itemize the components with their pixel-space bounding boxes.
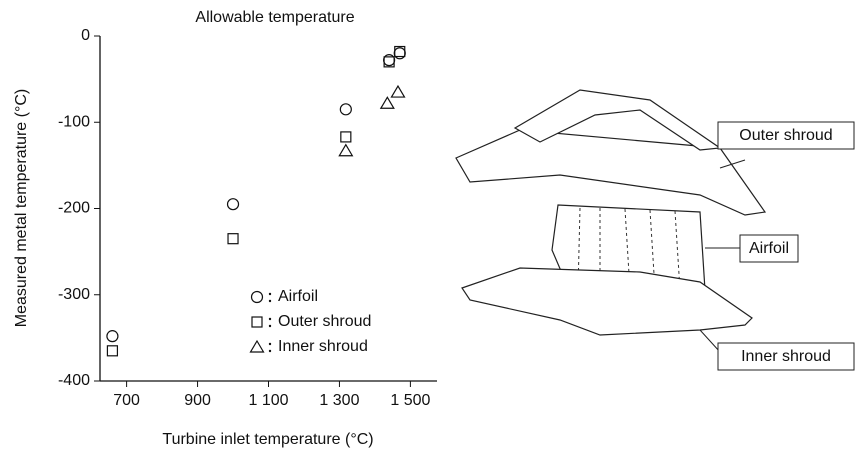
diagram-label: Inner shroud — [741, 348, 831, 365]
legend-marker — [252, 317, 262, 327]
x-tick-label: 1 300 — [319, 392, 359, 409]
y-tick-label: -400 — [58, 372, 90, 389]
marker-square — [228, 234, 238, 244]
legend-colon — [269, 325, 271, 327]
y-tick-label: -200 — [58, 200, 90, 217]
y-tick-label: 0 — [81, 27, 90, 44]
annotation: Allowable temperature — [195, 9, 354, 26]
x-tick-label: 1 500 — [390, 392, 430, 409]
x-tick-label: 900 — [184, 392, 211, 409]
legend-label: Airfoil — [278, 288, 318, 305]
x-tick-label: 700 — [113, 392, 140, 409]
legend-marker — [251, 341, 264, 352]
y-axis-label: Measured metal temperature (°C) — [13, 89, 30, 327]
x-axis-label: Turbine inlet temperature (°C) — [162, 431, 373, 448]
legend-colon — [269, 350, 271, 352]
legend-colon — [269, 300, 271, 302]
x-tick-label: 1 100 — [248, 392, 288, 409]
legend-label: Outer shroud — [278, 313, 371, 330]
legend-colon — [269, 293, 271, 295]
diagram-label: Airfoil — [749, 240, 789, 257]
marker-circle — [340, 104, 351, 115]
marker-triangle — [381, 97, 394, 108]
vane-diagram: Outer shroud Airfoil Inner shroud — [456, 90, 854, 370]
y-tick-label: -300 — [58, 286, 90, 303]
legend-marker — [252, 292, 263, 303]
marker-square — [107, 346, 117, 356]
legend-colon — [269, 343, 271, 345]
marker-circle — [107, 331, 118, 342]
legend-colon — [269, 318, 271, 320]
y-tick-label: -100 — [58, 113, 90, 130]
legend-label: Inner shroud — [278, 338, 368, 355]
marker-triangle — [391, 86, 404, 97]
marker-triangle — [339, 145, 352, 156]
figure: Allowable temperature Turbine inlet temp… — [0, 0, 856, 453]
diagram-label: Outer shroud — [739, 127, 832, 144]
marker-square — [341, 132, 351, 142]
marker-circle — [228, 199, 239, 210]
